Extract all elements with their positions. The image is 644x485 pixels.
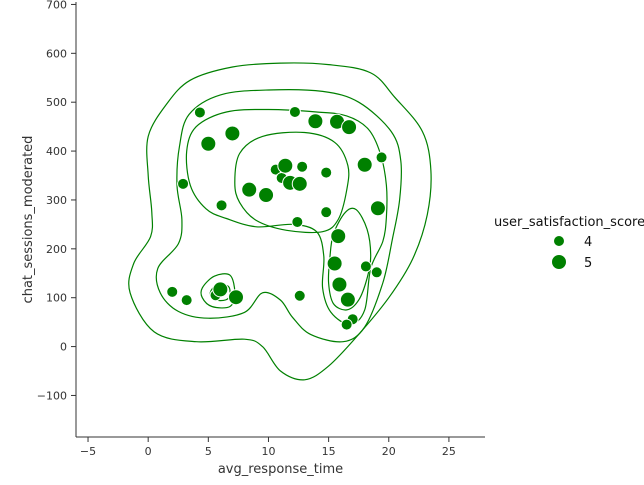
legend-label: 5 [584, 256, 592, 271]
data-point [215, 199, 228, 212]
x-tick-label: −5 [80, 445, 96, 458]
x-axis-ticks: −5 0 5 10 15 20 25 [80, 437, 456, 458]
data-point [307, 113, 324, 130]
y-tick-label: 400 [46, 145, 67, 158]
x-tick-label: 10 [261, 445, 275, 458]
x-tick-label: 15 [322, 445, 336, 458]
legend-entries: 45 [551, 235, 592, 271]
y-axis-title: chat_sessions_moderated [21, 136, 36, 304]
legend-label: 4 [584, 235, 592, 250]
data-point [212, 281, 229, 298]
data-point [339, 291, 356, 308]
legend: user_satisfaction_score 45 [494, 215, 644, 271]
density-contour [128, 62, 432, 381]
data-point [288, 105, 301, 118]
y-tick-label: 0 [60, 341, 67, 354]
data-point [200, 135, 217, 152]
y-tick-label: 600 [46, 47, 67, 60]
data-point [193, 106, 206, 119]
y-tick-label: 500 [46, 96, 67, 109]
data-point [241, 181, 258, 198]
x-axis-title: avg_response_time [218, 462, 343, 477]
data-point [224, 125, 241, 142]
data-point [291, 215, 304, 228]
data-point [369, 200, 386, 217]
x-tick-label: 0 [145, 445, 152, 458]
x-tick-label: 25 [442, 445, 456, 458]
legend-marker [553, 235, 565, 247]
data-point [330, 228, 347, 245]
density-contours [128, 62, 432, 381]
data-point [296, 160, 309, 173]
data-point [356, 156, 373, 173]
y-tick-label: 700 [46, 0, 67, 11]
legend-marker [551, 254, 567, 270]
density-contour [155, 89, 403, 343]
data-point [291, 175, 308, 192]
data-point [320, 206, 333, 219]
data-point [331, 276, 348, 293]
data-point [370, 266, 383, 279]
density-contour [185, 108, 388, 326]
data-point [326, 255, 343, 272]
data-point [277, 157, 294, 174]
data-point [341, 119, 358, 136]
data-point [177, 177, 190, 190]
data-point [166, 285, 179, 298]
density-contour [234, 131, 350, 234]
density-contour [327, 207, 372, 311]
data-point [320, 166, 333, 179]
y-axis-ticks: −100 0 100 200 300 400 500 600 700 [37, 0, 76, 402]
x-tick-label: 20 [382, 445, 396, 458]
data-point [227, 289, 244, 306]
x-tick-label: 5 [205, 445, 212, 458]
data-points [166, 105, 388, 331]
data-point [180, 294, 193, 307]
data-point [359, 260, 372, 273]
legend-title: user_satisfaction_score [494, 215, 644, 230]
y-tick-label: 300 [46, 194, 67, 207]
data-point [340, 318, 353, 331]
y-tick-label: 200 [46, 243, 67, 256]
y-tick-label: −100 [37, 389, 67, 402]
data-point [375, 151, 388, 164]
y-tick-label: 100 [46, 292, 67, 305]
data-point [293, 289, 306, 302]
data-point [258, 187, 275, 204]
